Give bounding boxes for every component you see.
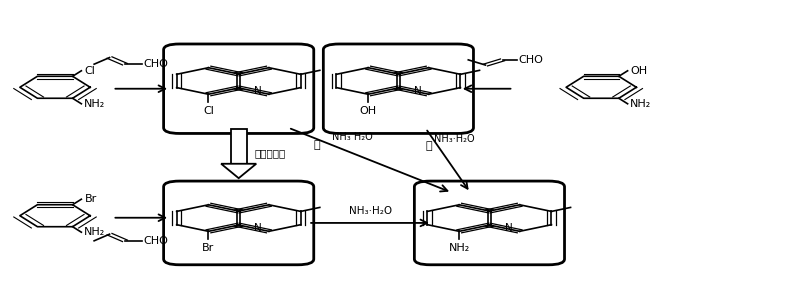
Text: NH₃·H₂O: NH₃·H₂O: [434, 134, 475, 144]
FancyBboxPatch shape: [414, 181, 565, 265]
Text: NH₃ H₂O: NH₃ H₂O: [332, 132, 373, 142]
Text: NH₂: NH₂: [84, 99, 105, 109]
Text: NH₂: NH₂: [449, 243, 470, 253]
Text: Br: Br: [202, 243, 214, 253]
Text: CHO: CHO: [143, 59, 168, 69]
Text: CHO: CHO: [518, 55, 543, 65]
Text: N: N: [414, 86, 422, 96]
Polygon shape: [230, 129, 246, 164]
Text: N: N: [254, 86, 262, 96]
Text: Cl: Cl: [203, 106, 214, 116]
Text: 难: 难: [314, 140, 320, 150]
Text: NH₂: NH₂: [84, 227, 105, 237]
Text: CHO: CHO: [143, 236, 168, 246]
Text: NH₃·H₂O: NH₃·H₂O: [349, 206, 392, 216]
Text: NH₂: NH₂: [630, 99, 651, 109]
Text: OH: OH: [630, 66, 648, 76]
Text: OH: OH: [360, 106, 377, 116]
Polygon shape: [221, 164, 256, 178]
FancyBboxPatch shape: [164, 181, 314, 265]
Text: 难: 难: [426, 142, 432, 151]
Text: Cl: Cl: [85, 66, 95, 76]
FancyBboxPatch shape: [323, 44, 474, 133]
Text: 用殡替代氯: 用殡替代氯: [254, 149, 286, 159]
Text: N: N: [254, 223, 262, 233]
Text: N: N: [505, 223, 513, 233]
FancyBboxPatch shape: [164, 44, 314, 133]
Text: Br: Br: [85, 194, 97, 204]
